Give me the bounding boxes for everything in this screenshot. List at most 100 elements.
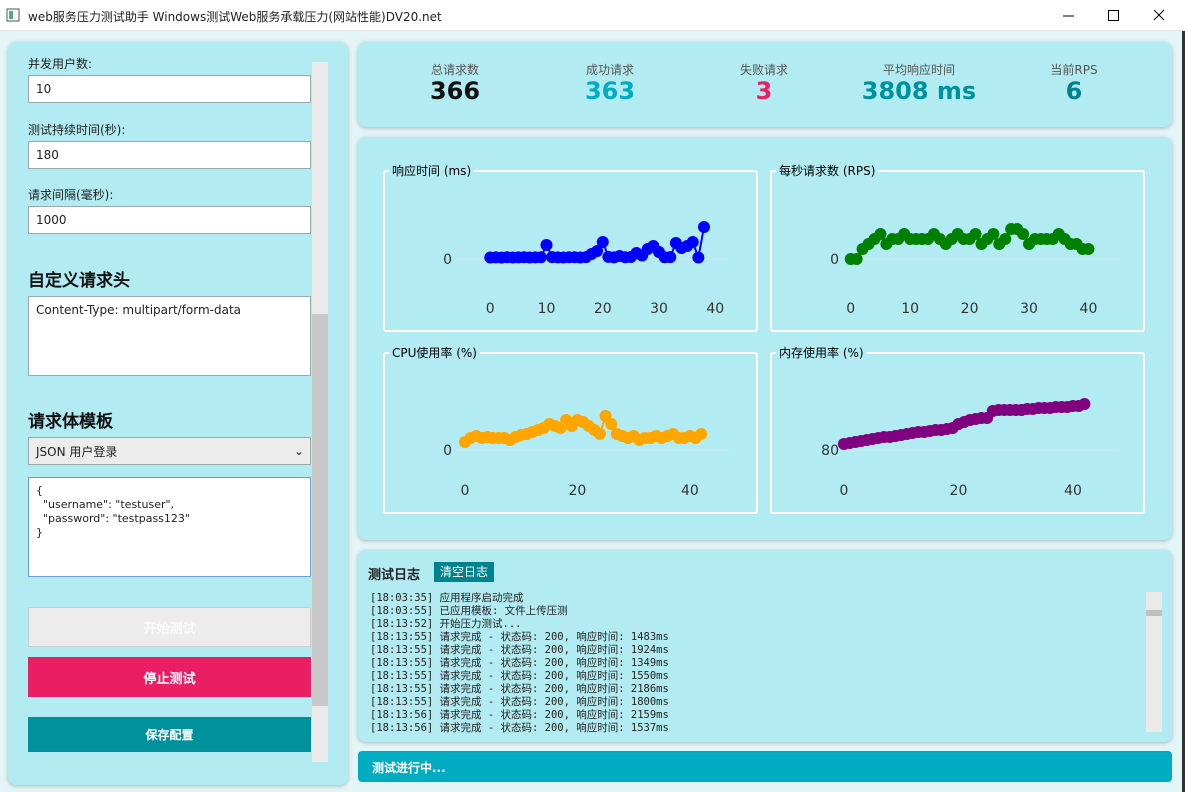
data-point (596, 236, 609, 248)
chart-title: 内存使用率 (%) (779, 345, 864, 360)
stat-value: 6 (1065, 77, 1083, 105)
stop-button[interactable]: 停止测试 (28, 657, 311, 697)
y-tick-label: 0 (443, 443, 452, 459)
data-point (695, 428, 708, 440)
x-tick-label: 40 (1080, 301, 1098, 317)
log-scrollbar[interactable] (1146, 592, 1162, 732)
data-point (534, 251, 547, 264)
scroll-thumb[interactable] (1146, 610, 1162, 616)
chart-frame (770, 352, 1145, 514)
select[interactable]: JSON 用户登录 ⌄ (28, 437, 311, 465)
data-point (605, 418, 618, 430)
data-point (874, 228, 887, 240)
stat-value: 3 (755, 77, 773, 105)
field-label: 测试持续时间(秒): (28, 123, 126, 137)
data-point (987, 228, 1000, 240)
log-line: [18:13:56] 请求完成 - 状态码: 200, 响应时间: 2159ms (370, 709, 669, 721)
charts: 响应时间 (ms) 0 0 10 20 30 40 每秒请求数 (RPS) 0 0 10 20 30 40… (383, 163, 1145, 514)
data-point (593, 428, 606, 440)
input[interactable]: 10 (28, 75, 311, 103)
textarea[interactable]: Content-Type: multipart/form-data (28, 296, 311, 376)
x-tick-label: 0 (486, 301, 495, 317)
chart-frame (770, 170, 1145, 332)
title-bg (389, 163, 475, 178)
y-tick-label: 80 (821, 443, 839, 459)
stat-label: 失败请求 (739, 63, 788, 77)
stat-label: 当前RPS (1050, 63, 1098, 77)
input[interactable]: 1000 (28, 206, 311, 234)
status-bar: 测试进行中... (358, 751, 1172, 782)
x-tick-label: 40 (1064, 483, 1082, 499)
input[interactable]: 180 (28, 141, 311, 169)
scrollbar[interactable] (312, 62, 328, 762)
x-tick-label: 20 (961, 301, 979, 317)
log-line: [18:03:55] 已应用模板: 文件上传压测 (370, 605, 568, 617)
data-point (999, 233, 1012, 245)
start-button[interactable]: 开始测试 (28, 607, 311, 647)
chart-frame (383, 170, 758, 332)
log-line: [18:13:55] 请求完成 - 状态码: 200, 响应时间: 1349ms (370, 657, 669, 669)
x-tick-label: 10 (901, 301, 919, 317)
app-icon (6, 8, 20, 22)
data-point (591, 245, 604, 257)
clear-button[interactable]: 清空日志 (434, 562, 494, 582)
scroll-thumb[interactable] (312, 314, 328, 706)
x-tick-label: 20 (950, 483, 968, 499)
window-controls[interactable] (1050, 0, 1185, 31)
log-title: 测试日志 (368, 568, 421, 583)
x-tick-label: 0 (460, 483, 469, 499)
log-line: [18:13:55] 请求完成 - 状态码: 200, 响应时间: 2186ms (370, 683, 669, 695)
textarea[interactable]: { "username": "testuser", "password": "t… (28, 477, 311, 577)
log-line: [18:13:55] 请求完成 - 状态码: 200, 响应时间: 1550ms (370, 670, 669, 682)
select-value: JSON 用户登录 (36, 445, 118, 459)
x-tick-label: 20 (594, 301, 612, 317)
x-tick-label: 10 (538, 301, 556, 317)
title-bar: web服务压力测试助手 Windows测试Web服务承载压力(网站性能)DV20… (0, 0, 1185, 31)
log-line: [18:03:35] 应用程序启动完成 (370, 592, 524, 604)
stat-value: 366 (429, 77, 481, 105)
data-point (1082, 243, 1095, 255)
stat-value: 363 (584, 77, 636, 105)
log-line: [18:13:55] 请求完成 - 状态码: 200, 响应时间: 1924ms (370, 644, 669, 656)
y-tick-label: 0 (443, 252, 452, 268)
window-edge (1182, 31, 1185, 792)
section-title: 自定义请求头 (28, 271, 130, 291)
field-label: 请求间隔(毫秒): (28, 188, 114, 202)
charts-panel (358, 137, 1172, 540)
data-point (540, 239, 553, 251)
stat-label: 总请求数 (430, 63, 479, 77)
data-point (664, 251, 677, 264)
log-line: [18:13:55] 请求完成 - 状态码: 200, 响应时间: 1800ms (370, 696, 669, 708)
select-arrow: ⌄ (293, 444, 304, 458)
x-tick-label: 0 (839, 483, 848, 499)
stats-panel: 总请求数 366 成功请求 363 失败请求 3 平均响应时间 3808 ms 当前RPS 6 (358, 42, 1172, 127)
save-button[interactable]: 保存配置 (28, 717, 311, 752)
data-point (686, 236, 699, 248)
log-line: [18:13:52] 开始压力测试... (370, 618, 522, 630)
log-text: [18:03:35] 应用程序启动完成 [18:03:55] 已应用模板: 文件上… (370, 592, 1140, 733)
stat-label: 平均响应时间 (882, 63, 955, 77)
log-panel: 测试日志 清空日志 [18:03:35] 应用程序启动完成 [18:03:55] … (358, 550, 1172, 742)
data-point (969, 228, 982, 240)
chart-frame (383, 352, 758, 514)
data-point (698, 221, 710, 233)
config-panel: 并发用户数: 10 测试持续时间(秒): 180 请求间隔(毫秒): 1000 … (8, 42, 348, 785)
section-title: 请求体模板 (28, 412, 113, 432)
data-point (1078, 398, 1091, 410)
y-tick-label: 0 (830, 252, 839, 268)
x-tick-label: 40 (681, 483, 699, 499)
x-tick-label: 0 (846, 301, 855, 317)
title-bg (389, 345, 480, 360)
x-tick-label: 40 (706, 301, 724, 317)
data-point (692, 251, 705, 264)
log-line: [18:13:55] 请求完成 - 状态码: 200, 响应时间: 1483ms (370, 631, 669, 643)
chart-title: 每秒请求数 (RPS) (779, 163, 875, 178)
chart-title: CPU使用率 (%) (392, 345, 477, 360)
x-tick-label: 30 (650, 301, 668, 317)
data-point (1017, 228, 1030, 240)
x-tick-label: 30 (1020, 301, 1038, 317)
chart-title: 响应时间 (ms) (392, 163, 471, 178)
stat-value: 3808 ms (861, 77, 977, 105)
title-bg (776, 163, 879, 178)
